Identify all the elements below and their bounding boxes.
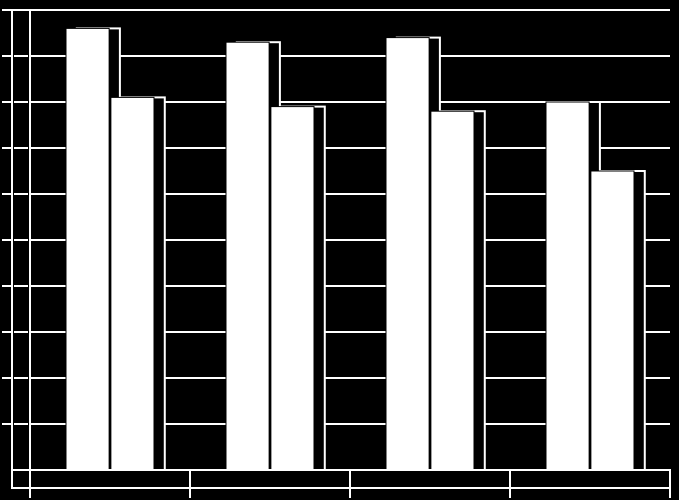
bar-chart: [0, 0, 679, 500]
